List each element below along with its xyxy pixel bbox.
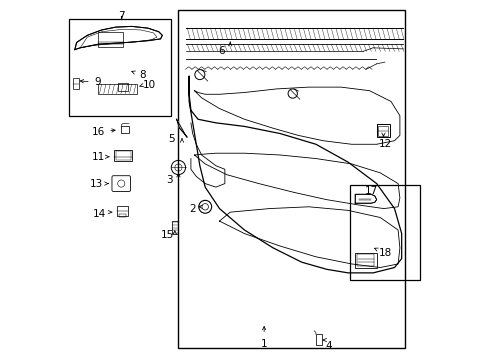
Polygon shape [354,194,376,203]
Text: 1: 1 [260,339,267,349]
Bar [119,213,125,217]
Bar [315,334,322,345]
Text: 11: 11 [91,152,104,162]
Text: 5: 5 [167,134,174,144]
Text: 18: 18 [378,248,391,258]
Text: 13: 13 [89,179,102,189]
Text: 14: 14 [93,209,106,219]
Text: 4: 4 [325,341,331,351]
Bar [114,150,132,161]
Polygon shape [176,119,187,137]
Text: 8: 8 [139,69,146,80]
Bar [98,32,123,47]
Bar [73,78,80,89]
Bar [121,126,129,133]
Bar [354,253,376,267]
Text: 2: 2 [189,203,196,213]
Bar [118,83,127,91]
Bar [69,19,171,116]
Text: 9: 9 [95,77,101,87]
Text: 3: 3 [166,175,172,185]
Text: 15: 15 [161,230,174,240]
Bar [116,152,131,160]
Bar [117,206,127,216]
Text: 16: 16 [91,127,104,137]
Text: 17: 17 [364,186,377,196]
Bar [349,185,419,280]
Bar [376,123,389,137]
Bar [178,10,405,348]
Text: 7: 7 [118,11,124,21]
Text: 12: 12 [378,139,391,149]
Bar [356,254,373,266]
Bar [377,126,387,136]
Bar [98,84,137,94]
Text: 6: 6 [218,46,224,57]
Text: 10: 10 [143,80,156,90]
Bar [171,221,178,234]
Polygon shape [75,26,162,50]
